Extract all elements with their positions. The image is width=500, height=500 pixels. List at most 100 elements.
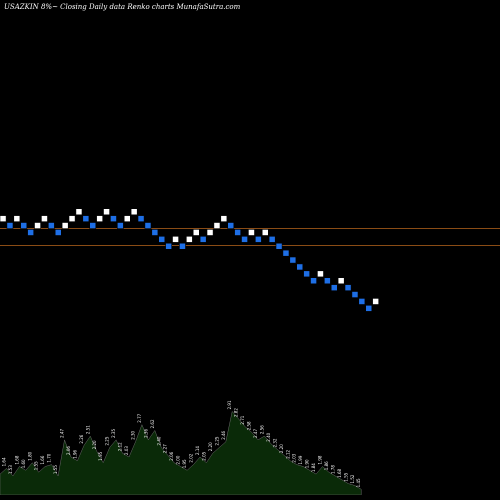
volume-label: 2.40: [156, 436, 161, 445]
down-brick: [6, 222, 14, 229]
down-brick: [165, 242, 173, 250]
down-brick: [117, 222, 124, 229]
volume-label: 2.05: [201, 451, 206, 460]
volume-label: 1.90: [305, 459, 310, 468]
down-brick: [268, 236, 276, 243]
volume-label: 1.70: [47, 453, 52, 462]
volume-label: 2.51: [85, 425, 90, 434]
volume-label: 2.26: [79, 434, 84, 443]
up-brick: [248, 229, 255, 236]
volume-label: 2.20: [92, 440, 97, 449]
volume-label: 1.68: [337, 468, 342, 477]
down-brick: [179, 242, 186, 250]
volume-label: 2.20: [208, 442, 213, 451]
down-brick: [158, 236, 166, 243]
up-brick: [172, 236, 179, 243]
down-brick: [227, 222, 235, 229]
down-brick: [89, 222, 97, 229]
up-brick: [103, 208, 110, 216]
volume-label: 2.27: [163, 444, 168, 453]
volume-label: 2.32: [272, 438, 277, 447]
volume-label: 1.80: [27, 451, 32, 460]
up-brick: [123, 215, 131, 223]
down-brick: [241, 236, 248, 243]
volume-area: 1.531.641.531.681.601.801.551.661.701.55…: [0, 400, 500, 500]
up-brick: [337, 277, 345, 285]
renko-bricks: [0, 208, 380, 312]
down-brick: [323, 277, 331, 285]
down-brick: [344, 284, 352, 292]
volume-label: 2.20: [279, 444, 284, 453]
volume-label: 2.25: [214, 436, 219, 445]
volume-label: 1.98: [318, 455, 323, 464]
up-brick: [206, 229, 214, 236]
down-brick: [289, 256, 297, 264]
volume-label: 2.58: [247, 421, 252, 430]
volume-label: 1.53: [8, 465, 13, 474]
volume-label: 2.03: [124, 446, 129, 455]
down-brick: [310, 277, 317, 285]
down-brick: [47, 222, 55, 229]
volume-label: 1.84: [311, 463, 316, 472]
volume-label: 1.95: [98, 451, 103, 460]
volume-label: 2.06: [169, 451, 174, 460]
down-brick: [275, 242, 283, 250]
volume-label: 1.52: [350, 474, 355, 483]
down-brick: [137, 215, 145, 223]
up-brick: [220, 215, 228, 223]
down-brick: [144, 222, 152, 229]
up-brick: [130, 208, 138, 216]
volume-label: 2.35: [111, 429, 116, 438]
volume-label: 2.40: [266, 432, 271, 441]
up-brick: [317, 270, 324, 278]
volume-label: 1.60: [21, 459, 26, 468]
up-brick: [372, 298, 380, 305]
volume-label: 1.78: [330, 465, 335, 474]
down-brick: [234, 229, 242, 236]
down-brick: [365, 304, 373, 312]
volume-label: 2.30: [131, 430, 136, 439]
volume-label: 2.02: [189, 453, 194, 462]
up-brick: [41, 215, 48, 223]
down-brick: [151, 229, 159, 236]
down-brick: [255, 236, 262, 243]
up-brick: [213, 222, 221, 229]
volume-label: 2.12: [285, 449, 290, 458]
up-brick: [96, 215, 103, 223]
volume-label: 2.14: [195, 446, 200, 455]
volume-series: [0, 410, 362, 496]
volume-label: 1.45: [356, 478, 361, 487]
volume-label: 2.00: [176, 455, 181, 464]
up-brick: [0, 215, 7, 223]
volume-label: 2.03: [292, 453, 297, 462]
up-brick: [75, 208, 83, 216]
volume-label: 1.99: [298, 455, 303, 464]
volume-label: 1.96: [72, 449, 77, 458]
up-brick: [186, 236, 193, 243]
up-brick: [13, 215, 21, 223]
volume-baseline: [0, 495, 500, 500]
volume-label: 2.25: [105, 436, 110, 445]
volume-label: 1.64: [2, 457, 7, 466]
volume-label: 1.68: [14, 455, 19, 464]
volume-label: 2.46: [221, 430, 226, 439]
down-brick: [303, 270, 311, 278]
down-brick: [296, 263, 304, 271]
volume-label: 1.55: [34, 461, 39, 470]
down-brick: [358, 298, 366, 305]
down-brick: [82, 215, 90, 223]
down-brick: [20, 222, 28, 229]
reference-lines: [0, 228, 500, 246]
down-brick: [199, 236, 207, 243]
volume-label: 1.55: [343, 472, 348, 481]
volume-label: 2.47: [60, 429, 65, 438]
down-brick: [351, 291, 359, 298]
volume-label: 2.06: [66, 446, 71, 455]
volume-label: 1.66: [40, 455, 45, 464]
up-brick: [61, 222, 69, 229]
down-brick: [110, 215, 117, 223]
volume-label: 1.95: [182, 459, 187, 468]
volume-label: 2.56: [259, 425, 264, 434]
volume-label: 2.62: [150, 419, 155, 428]
